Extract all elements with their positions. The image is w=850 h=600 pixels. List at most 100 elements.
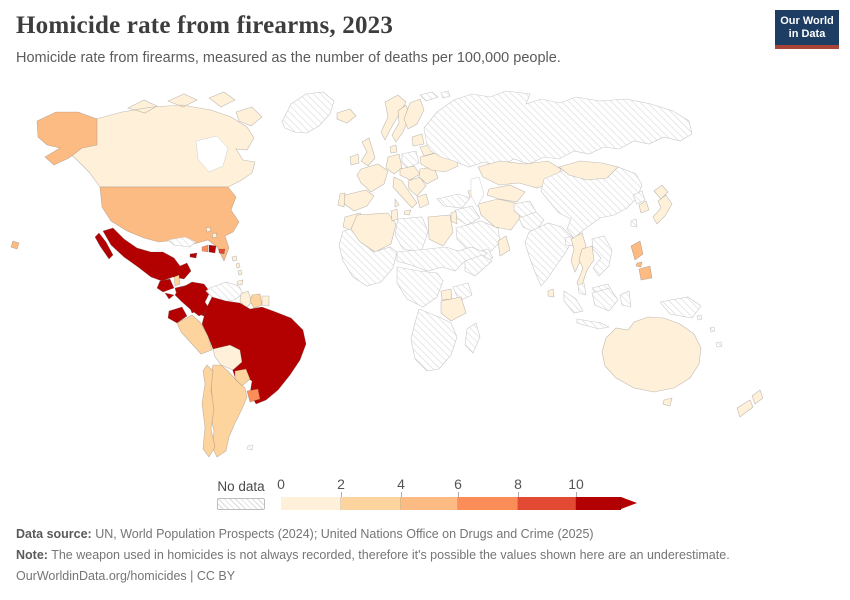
page-title: Homicide rate from firearms, 2023 (16, 12, 394, 39)
map-region-bolivia[interactable] (212, 344, 243, 371)
map-region-philippines[interactable] (630, 240, 653, 281)
map-region-greenland[interactable] (281, 91, 335, 134)
map-region-alaska[interactable] (36, 111, 98, 166)
legend-bin-10+[interactable] (576, 497, 621, 510)
map-region-chile[interactable] (201, 364, 216, 458)
map-region-central-europe[interactable] (399, 165, 421, 181)
map-region-southern-africa[interactable] (410, 308, 458, 372)
map-region-el-salvador[interactable] (164, 292, 175, 300)
map-region-russia[interactable] (423, 90, 693, 168)
owid-logo: Our World in Data (775, 10, 839, 49)
map-region-oman[interactable] (497, 235, 511, 257)
map-region-bangladesh[interactable] (564, 235, 574, 247)
map-region-israel-jordan[interactable] (450, 210, 458, 225)
legend-bin-4-6[interactable] (401, 497, 458, 510)
map-region-paraguay[interactable] (234, 368, 251, 387)
map-region-haiti[interactable] (201, 244, 209, 253)
map-region-pakistan[interactable] (518, 211, 545, 233)
map-region-new-guinea[interactable] (659, 296, 702, 319)
map-region-usa[interactable] (99, 186, 240, 262)
map-region-guyana[interactable] (239, 290, 253, 309)
map-region-sri-lanka[interactable] (547, 288, 555, 298)
map-region-finland[interactable] (403, 98, 425, 130)
map-region-mexico[interactable] (94, 227, 192, 282)
map-region-suriname[interactable] (249, 293, 263, 309)
legend-bin-2-4[interactable] (341, 497, 401, 510)
legend-tick-label-4: 4 (397, 476, 405, 492)
map-region-japan[interactable] (652, 184, 673, 225)
legend-bin-6-8[interactable] (458, 497, 518, 510)
map-region-taiwan[interactable] (630, 218, 638, 228)
map-region-tanzania[interactable] (440, 296, 467, 322)
map-region-uruguay[interactable] (246, 388, 261, 403)
map-region-poland[interactable] (401, 150, 420, 169)
map-region-trinidad[interactable] (236, 279, 244, 286)
map-region-greece[interactable] (416, 193, 430, 209)
map-region-india[interactable] (524, 222, 574, 287)
map-region-central-africa[interactable] (396, 266, 444, 308)
map-region-egypt[interactable] (427, 214, 454, 247)
map-region-uk[interactable] (360, 137, 376, 167)
map-region-guatemala[interactable] (156, 278, 175, 293)
map-region-north-korea[interactable] (632, 190, 646, 205)
map-region-france[interactable] (356, 163, 389, 193)
data-source-label: Data source: (16, 527, 92, 541)
map-region-tunisia[interactable] (390, 208, 399, 222)
map-region-norway[interactable] (380, 94, 407, 141)
map-region-saudi-arabia[interactable] (455, 220, 501, 256)
map-region-pacific-islands[interactable] (696, 314, 723, 348)
map-region-vietnam-laos-cambodia[interactable] (591, 235, 613, 277)
map-region-mongolia[interactable] (558, 160, 619, 181)
legend-tick-label-6: 6 (454, 476, 462, 492)
map-region-peru[interactable] (176, 314, 213, 355)
map-region-iceland[interactable] (336, 108, 357, 124)
map-region-denmark[interactable] (389, 144, 398, 154)
map-region-indonesia[interactable] (563, 287, 632, 330)
map-region-somalia[interactable] (464, 254, 493, 277)
map-region-bahamas[interactable] (205, 226, 218, 239)
map-region-spain[interactable] (342, 189, 375, 212)
map-region-sweden[interactable] (391, 104, 411, 143)
map-region-hawaii[interactable] (10, 240, 20, 250)
map-region-myanmar[interactable] (570, 232, 587, 273)
map-region-germany[interactable] (385, 153, 403, 175)
map-region-portugal[interactable] (337, 192, 346, 208)
map-region-libya[interactable] (394, 216, 429, 253)
map-region-dominican-republic[interactable] (208, 244, 217, 254)
map-region-french-guiana[interactable] (261, 295, 270, 307)
legend-bin-8-10[interactable] (518, 497, 576, 510)
legend-color-bar: 0 2 4 6 8 10 (277, 476, 638, 510)
map-region-madagascar[interactable] (464, 322, 481, 354)
world-choropleth-map (0, 85, 850, 470)
map-region-puerto-rico[interactable] (218, 248, 226, 255)
map-region-lesser-antilles[interactable] (231, 255, 243, 276)
map-region-australia[interactable] (601, 316, 702, 407)
map-region-baltics[interactable] (411, 133, 425, 147)
map-region-balkans[interactable] (407, 176, 427, 197)
map-region-kenya[interactable] (452, 282, 473, 302)
map-region-svalbard[interactable] (419, 90, 451, 102)
legend-tick-mark (341, 492, 342, 497)
map-region-ecuador[interactable] (167, 306, 188, 324)
map-region-iran[interactable] (477, 198, 521, 231)
legend-no-data[interactable]: No data (217, 479, 265, 510)
map-region-ireland[interactable] (349, 153, 360, 166)
map-region-cuba[interactable] (167, 236, 197, 248)
map-region-uzbekistan[interactable] (486, 184, 526, 203)
map-region-new-zealand[interactable] (736, 389, 764, 418)
map-region-jamaica[interactable] (189, 252, 198, 259)
legend-no-data-label: No data (217, 479, 265, 494)
map-region-italy[interactable] (392, 176, 418, 216)
map-region-south-korea[interactable] (638, 200, 650, 214)
map-region-uganda[interactable] (440, 288, 453, 301)
map-region-falkland-islands[interactable] (246, 444, 254, 451)
map-region-turkey[interactable] (436, 193, 471, 209)
legend-bin-0-2[interactable] (281, 497, 341, 510)
map-region-belize[interactable] (173, 274, 181, 287)
legend-tick-mark (518, 492, 519, 497)
map-region-venezuela[interactable] (205, 281, 244, 303)
note-text: The weapon used in homicides is not alwa… (47, 548, 730, 562)
legend-tick-label-0: 0 (277, 476, 285, 492)
map-region-west-africa[interactable] (338, 228, 398, 287)
